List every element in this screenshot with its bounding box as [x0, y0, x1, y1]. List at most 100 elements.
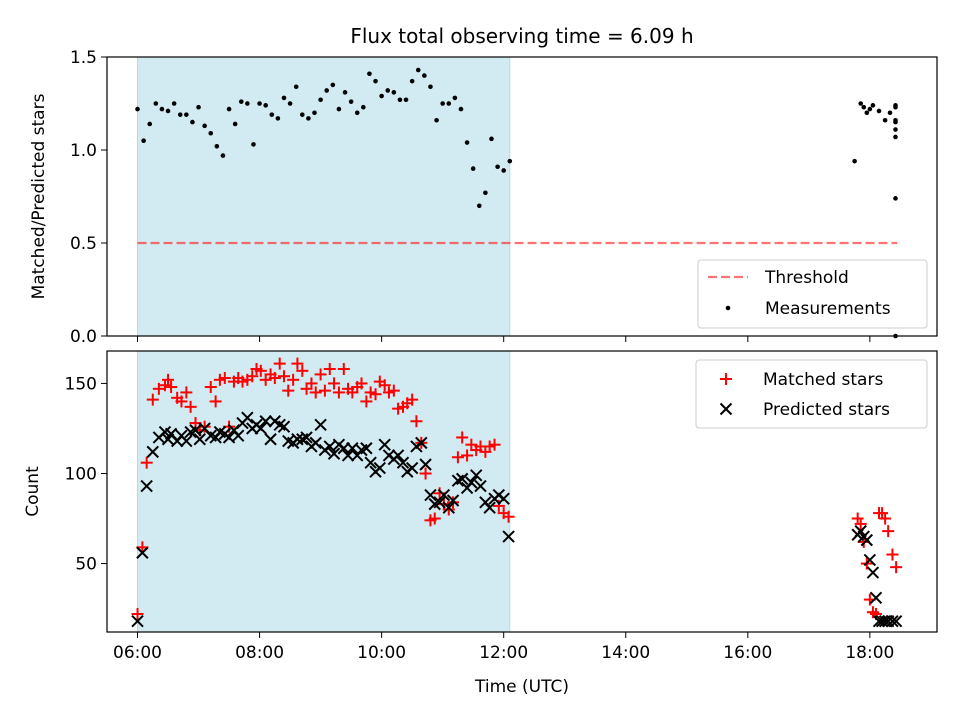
matched-stars-points — [131, 357, 903, 620]
ratio-legend-box — [697, 259, 928, 329]
ratio-plot-frame — [106, 56, 938, 337]
matched-star-point — [287, 373, 300, 386]
ratio-y-label: Matched/Predicted stars — [29, 93, 49, 299]
measurement-point — [870, 103, 876, 108]
ratio-x-ticks — [137, 336, 871, 342]
measurement-point — [876, 108, 882, 114]
count-x-tick-label: 18:00 — [845, 643, 894, 663]
measurement-point — [864, 110, 870, 116]
ratio-y-axis: 0.0 0.5 1.0 1.5 — [70, 48, 107, 347]
predicted-star-point — [180, 434, 193, 448]
count-legend: Matched stars Predicted stars — [695, 359, 928, 429]
predicted-star-point — [264, 433, 277, 446]
legend-predicted-marker — [719, 402, 733, 416]
measurement-point — [858, 101, 864, 106]
measurement-point — [184, 112, 189, 117]
measurement-point — [893, 134, 898, 140]
legend-measurements-label: Measurements — [765, 299, 891, 319]
measurement-point — [257, 101, 262, 106]
predicted-star-point — [300, 431, 313, 444]
measurement-point — [141, 138, 146, 143]
legend-matched-label: Matched stars — [763, 370, 883, 390]
measurement-point — [428, 84, 433, 90]
ratio-legend: Threshold Measurements — [697, 259, 928, 329]
predicted-star-point — [341, 449, 355, 462]
predicted-star-point — [446, 494, 460, 507]
measurement-point — [312, 110, 317, 116]
matched-star-point — [305, 377, 318, 390]
predicted-star-point — [415, 436, 428, 450]
measurement-point — [867, 106, 873, 112]
legend-predicted-label: Predicted stars — [763, 400, 890, 420]
measurement-point — [245, 101, 250, 106]
measurement-point — [263, 103, 268, 108]
predicted-star-point — [866, 566, 880, 579]
measurement-point — [287, 101, 293, 106]
measurement-point — [135, 106, 140, 112]
measurement-point — [238, 99, 244, 104]
ratio-y-tick-label: 0.5 — [70, 234, 97, 254]
measurement-point — [159, 106, 165, 112]
measurement-point — [324, 88, 330, 93]
matched-star-point — [131, 607, 144, 620]
measurement-point — [171, 101, 177, 106]
predicted-star-point — [396, 456, 410, 469]
matched-star-point — [428, 512, 441, 525]
count-y-tick-label: 50 — [75, 555, 97, 575]
measurement-point — [501, 168, 506, 173]
count-x-tick-label: 08:00 — [235, 643, 284, 663]
matched-star-point — [198, 420, 211, 433]
measurement-point — [306, 116, 311, 121]
predicted-star-point — [259, 415, 272, 428]
matched-star-point — [854, 517, 867, 530]
matched-star-point — [332, 386, 345, 399]
matched-star-point — [328, 377, 341, 390]
measurement-point — [415, 67, 421, 73]
predicted-star-point — [470, 469, 483, 482]
measurement-point — [367, 71, 372, 77]
predicted-star-point — [360, 442, 373, 455]
measurement-point — [318, 97, 323, 103]
measurement-point — [147, 121, 153, 127]
legend-matched-swatch — [720, 373, 732, 385]
measurement-point — [852, 158, 857, 164]
predicted-star-point — [309, 436, 322, 450]
predicted-star-point — [497, 492, 510, 505]
measurement-point — [373, 78, 378, 84]
predicted-star-point — [474, 479, 487, 493]
measurement-point — [893, 196, 898, 201]
measurement-point — [220, 153, 226, 158]
matched-star-point — [461, 449, 474, 462]
count-plot-frame — [106, 350, 938, 633]
matched-star-point — [180, 386, 193, 399]
matched-star-point — [433, 487, 446, 500]
count-y-tick-label: 150 — [65, 374, 97, 394]
measurement-point — [379, 93, 384, 99]
measurement-point — [361, 104, 366, 110]
predicted-star-point — [232, 429, 245, 442]
measurement-point — [293, 84, 299, 90]
chart-title: Flux total observing time = 6.09 h — [350, 24, 693, 48]
measurement-point — [275, 116, 281, 121]
predicted-star-point — [863, 553, 877, 567]
count-x-tick-label: 10:00 — [357, 643, 406, 663]
measurement-point — [354, 110, 360, 116]
matched-star-point — [204, 381, 217, 394]
measurement-point — [281, 95, 287, 101]
measurement-point — [153, 101, 159, 106]
measurement-point — [177, 112, 183, 117]
x-axis-label: Time (UTC) — [474, 677, 569, 697]
predicted-star-point — [889, 614, 903, 628]
matched-star-point — [282, 384, 295, 397]
matched-star-point — [254, 364, 267, 377]
measurement-point — [232, 121, 238, 127]
legend-matched-marker — [720, 373, 732, 385]
measurement-point — [391, 90, 397, 95]
measurement-point — [470, 166, 476, 171]
predicted-star-point — [314, 418, 327, 432]
predicted-star-point — [327, 447, 341, 460]
matched-star-point — [456, 431, 469, 444]
matched-star-point — [277, 370, 290, 383]
count-x-tick-label: 16:00 — [723, 643, 772, 663]
